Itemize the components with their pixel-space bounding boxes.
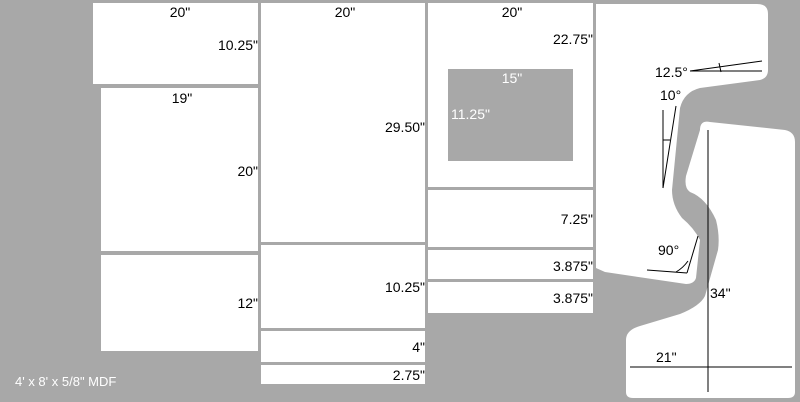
label-col2-top-width: 20" — [334, 4, 356, 20]
panel-col2-strip-2 — [261, 365, 425, 384]
label-col3-strip1-height: 3.875" — [552, 258, 593, 274]
label-col1-top-height: 10.25" — [217, 37, 258, 53]
label-cutout-width: 15" — [501, 70, 523, 86]
panel-col3-cutout — [448, 69, 573, 161]
label-col2-mid-height: 10.25" — [384, 279, 425, 295]
label-angle-12-5: 12.5° — [655, 64, 688, 80]
angle-12-5-line-a — [689, 60, 763, 72]
material-caption: 4' x 8' x 5/8" MDF — [15, 374, 117, 389]
label-col2-strip2-height: 2.75" — [392, 367, 425, 383]
angle-10-line-b — [662, 105, 677, 189]
label-col1-bottom-height: 12" — [237, 295, 258, 311]
label-col3-top-width: 20" — [501, 4, 523, 20]
label-col2-strip1-height: 4" — [412, 339, 425, 355]
label-col1-mid-height: 20" — [237, 163, 258, 179]
panel-col2-mid — [261, 245, 425, 328]
label-angle-90: 90° — [658, 242, 680, 258]
label-col2-top-height: 29.50" — [384, 119, 425, 135]
panel-col3-mid — [428, 190, 593, 247]
panel-col2-top — [261, 3, 425, 242]
angle-90-arc — [675, 260, 689, 273]
panel-col3-strip-2 — [428, 282, 593, 313]
side-piece-upper — [596, 4, 768, 284]
side-piece-lower — [626, 121, 795, 399]
label-col3-top-height: 22.75" — [552, 31, 593, 47]
label-col1-mid-width: 19" — [171, 90, 193, 106]
label-height-34: 34" — [710, 285, 731, 301]
panel-col3-strip-1 — [428, 250, 593, 279]
label-col3-mid-height: 7.25" — [560, 211, 593, 227]
angle-12-5-arc — [718, 62, 722, 73]
panel-col1-mid — [101, 88, 258, 251]
angle-90-line-a — [646, 269, 688, 274]
angle-90-line-b — [686, 235, 699, 274]
panel-col1-top — [93, 3, 258, 84]
panel-col1-bottom — [101, 255, 258, 351]
label-depth-21: 21" — [656, 349, 677, 365]
label-col1-top-width: 20" — [169, 4, 191, 20]
label-col3-strip2-height: 3.875" — [552, 290, 593, 306]
label-angle-10: 10° — [660, 87, 682, 103]
label-cutout-height: 11.25" — [451, 106, 490, 122]
panel-col2-strip-1 — [261, 331, 425, 362]
